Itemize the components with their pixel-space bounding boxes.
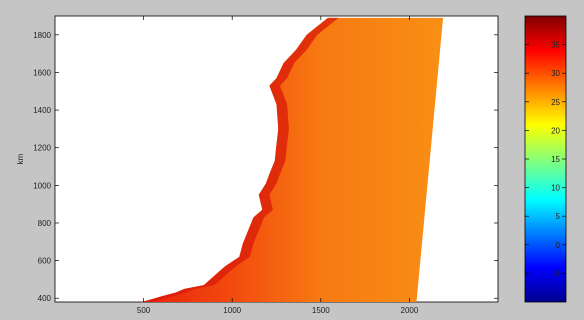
colorbar-tick-label: 0 xyxy=(556,241,561,250)
y-tick-label: 1400 xyxy=(33,106,51,115)
colorbar-tick-label: 15 xyxy=(551,155,560,164)
y-axis-label: km xyxy=(16,153,25,164)
x-axis: 500 1000 1500 2000 xyxy=(137,16,419,315)
y-tick-label: 400 xyxy=(38,294,52,303)
colorbar-tick-label: 35 xyxy=(551,41,560,50)
colorbar-tick-label: 30 xyxy=(551,69,560,78)
y-tick-label: 800 xyxy=(38,219,52,228)
sst-field-polygon xyxy=(140,17,444,302)
colorbar-tick-label: 10 xyxy=(551,184,560,193)
y-tick-label: 1800 xyxy=(33,31,51,40)
colorbar-ticks: 35 30 25 20 15 10 5 0 -5 xyxy=(525,41,566,278)
colorbar-tick-label: 25 xyxy=(551,98,560,107)
y-tick-label: 1000 xyxy=(33,181,51,190)
x-tick-label: 1500 xyxy=(312,306,330,315)
x-tick-label: 500 xyxy=(137,306,151,315)
y-tick-label: 1600 xyxy=(33,68,51,77)
colorbar-tick-label: -5 xyxy=(553,269,561,278)
y-tick-label: 600 xyxy=(38,257,52,266)
y-axis: 400 600 800 1000 1200 1400 1600 1800 xyxy=(33,31,498,303)
colorbar-tick-label: 5 xyxy=(556,212,561,221)
x-tick-label: 2000 xyxy=(401,306,419,315)
sst-field xyxy=(140,17,444,302)
colorbar-tick-label: 20 xyxy=(551,126,560,135)
x-tick-label: 1000 xyxy=(223,306,241,315)
y-tick-label: 1200 xyxy=(33,144,51,153)
